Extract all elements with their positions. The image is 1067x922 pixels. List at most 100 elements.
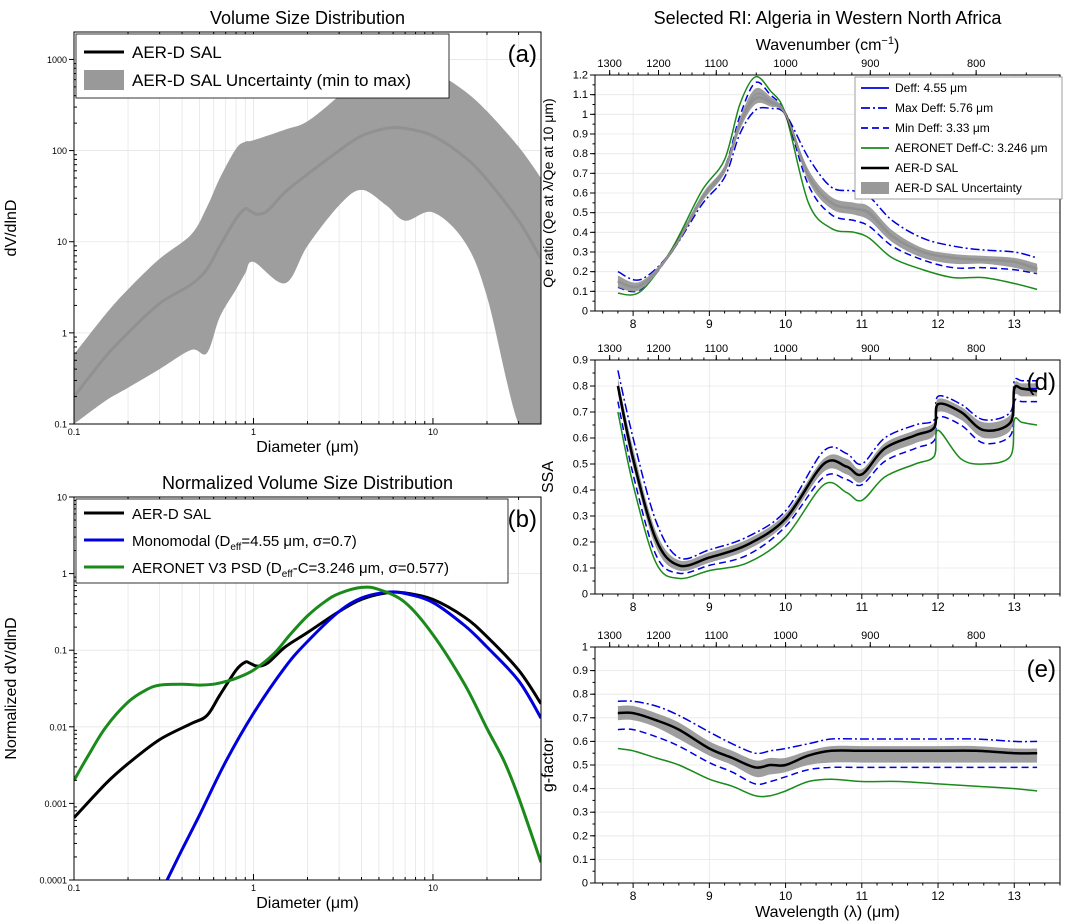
y-tick-label: 1.2 — [573, 70, 588, 82]
y-tick-label: 1.1 — [573, 89, 588, 101]
y-tick-label: 10 — [57, 237, 67, 247]
top-tick-label: 1200 — [646, 343, 670, 355]
legend-swatch — [84, 70, 124, 90]
y-tick-label: 0.9 — [573, 129, 588, 141]
x-tick-label: 9 — [706, 600, 713, 614]
series-line-aeronet-deff-c-3-246-m — [617, 75, 1038, 296]
x-tick-label: 9 — [706, 317, 713, 331]
legend-label: Monomodal (Deff=4.55 μm, σ=0.7) — [132, 533, 357, 553]
x-tick-label: 10 — [779, 600, 793, 614]
y-tick-label: 0.4 — [573, 227, 588, 239]
y-tick-label: 0.0001 — [39, 876, 67, 886]
top-tick-label: 900 — [861, 343, 879, 355]
y-tick-label: 100 — [52, 146, 67, 156]
y-tick-label: 0.2 — [573, 830, 588, 842]
top-tick-label: 1100 — [704, 58, 728, 70]
top-tick-label: 1300 — [597, 630, 621, 642]
y-tick-label: 0.001 — [44, 799, 67, 809]
top-axis-label: Wavenumber (cm−1) — [756, 35, 900, 54]
top-tick-label: 1300 — [597, 58, 621, 70]
y-tick-label: 0.5 — [573, 459, 588, 471]
y-tick-label: 0.2 — [573, 266, 588, 278]
series-group — [616, 370, 1038, 580]
x-tick-label: 10 — [779, 889, 793, 903]
legend-label: AER-D SAL Uncertainty — [895, 181, 1022, 195]
y-tick-label: 1 — [62, 569, 67, 579]
series-line-max-deff-5-76-m — [617, 106, 1038, 281]
uncertainty-band — [617, 705, 1038, 778]
y-tick-label: 0.5 — [573, 207, 588, 219]
legend-frame — [75, 33, 450, 99]
series-line-aer-d-sal — [616, 384, 1038, 568]
legend-a: AER-D SAL AER-D SAL Uncertainty (min to m… — [75, 33, 450, 99]
x-tick-label: 11 — [856, 317, 869, 331]
y-tick-label: 0.4 — [573, 783, 588, 795]
x-tick-label: 10 — [428, 427, 438, 437]
y-tick-label: 0 — [582, 306, 588, 318]
y-tick-label: 0.9 — [573, 665, 588, 677]
y-tick-label: 0.9 — [573, 355, 588, 367]
y-tick-label: 0.4 — [573, 485, 588, 497]
y-tick-label: 0.3 — [573, 511, 588, 523]
chart-title: Normalized Volume Size Distribution — [162, 473, 453, 493]
x-tick-label: 8 — [630, 317, 637, 331]
legend-label: Min Deff: 3.33 μm — [895, 121, 990, 135]
series-line-max-deff-5-76-m — [617, 370, 1038, 560]
legend-frame — [854, 76, 1063, 200]
legend-label: AER-D SAL — [132, 43, 222, 62]
series-line-deff-4-55-m — [617, 385, 1038, 567]
axis-ticks: 8 9 10 11 12 1300.10.20.30.40.50.60.70.80.911… — [573, 630, 1061, 903]
top-tick-label: 1300 — [597, 343, 621, 355]
top-tick-label: 1100 — [704, 343, 728, 355]
x-tick-label: 10 — [779, 317, 793, 331]
y-tick-label: 0.6 — [573, 736, 588, 748]
top-tick-label: 800 — [967, 343, 985, 355]
chart-title: Volume Size Distribution — [210, 8, 405, 28]
series-line-min-deff-3-33-m — [617, 398, 1038, 575]
series-line-aeronet-v3-psd-deff-c-3-246-m-0-577 — [74, 585, 541, 863]
top-tick-label: 900 — [861, 630, 879, 642]
axis-ticks: 8 9 10 11 12 13 0 0.1 0.2 0.3 0.4 0.5 0.6 0.7 0.8 0.9 13… — [573, 343, 1061, 614]
x-tick-label: 12 — [931, 600, 945, 614]
top-tick-label: 1000 — [773, 343, 797, 355]
x-tick-label: 0.1 — [68, 427, 81, 437]
y-tick-label: 0.3 — [573, 247, 588, 259]
x-tick-label: 12 — [931, 889, 945, 903]
legend-label-subscript: eff — [282, 569, 293, 580]
y-axis-label: Normalized dV/dlnD — [3, 617, 20, 759]
uncertainty-band — [617, 378, 1038, 572]
top-tick-label: 1000 — [773, 630, 797, 642]
y-tick-label: 0.1 — [573, 563, 588, 575]
panel-e: 8 9 10 11 12 1300.10.20.30.40.50.60.70.80.911… — [540, 630, 1061, 921]
legend-label-text: -C=3.246 μm, σ=0.577) — [293, 560, 449, 577]
y-tick-label: 1 — [582, 109, 588, 121]
y-axis-label: dV/dlnD — [3, 200, 20, 257]
y-tick-label: 0.01 — [49, 722, 67, 732]
legend-label: Max Deff: 5.76 μm — [895, 101, 993, 115]
series-line-min-deff-3-33-m — [617, 728, 1038, 786]
top-axis-label-text: ) — [894, 37, 899, 54]
series-line-aer-d-sal — [617, 711, 1038, 769]
top-tick-label: 1000 — [773, 58, 797, 70]
top-tick-label: 800 — [967, 630, 985, 642]
series-line-aer-d-sal — [74, 590, 541, 819]
grid-lines — [595, 646, 1060, 884]
y-tick-label: 1000 — [47, 55, 67, 65]
y-tick-label: 0.7 — [573, 168, 588, 180]
y-tick-label: 0.2 — [573, 537, 588, 549]
chart-title: Selected RI: Algeria in Western North Af… — [654, 8, 1003, 28]
y-tick-label: 0.8 — [573, 689, 588, 701]
y-tick-label: 0.8 — [573, 148, 588, 160]
x-tick-label: 8 — [630, 889, 637, 903]
top-axis-label-text: Wavenumber (cm — [756, 37, 882, 54]
legend-label-text: AER-D SAL — [132, 506, 211, 523]
legend-label-subscript: eff — [230, 542, 241, 553]
top-tick-label: 1100 — [704, 630, 728, 642]
y-tick-label: 0.6 — [573, 188, 588, 200]
legend-label: AER-D SAL — [895, 161, 959, 175]
uncertainty-band — [74, 60, 541, 424]
y-axis-label: Qe ratio (Qe at λ/Qe at 10 μm) — [540, 98, 556, 287]
x-tick-label: 12 — [931, 317, 945, 331]
legend-swatch — [861, 182, 889, 194]
series-line-aeronet-deff-c-3-246-m — [617, 411, 1038, 580]
